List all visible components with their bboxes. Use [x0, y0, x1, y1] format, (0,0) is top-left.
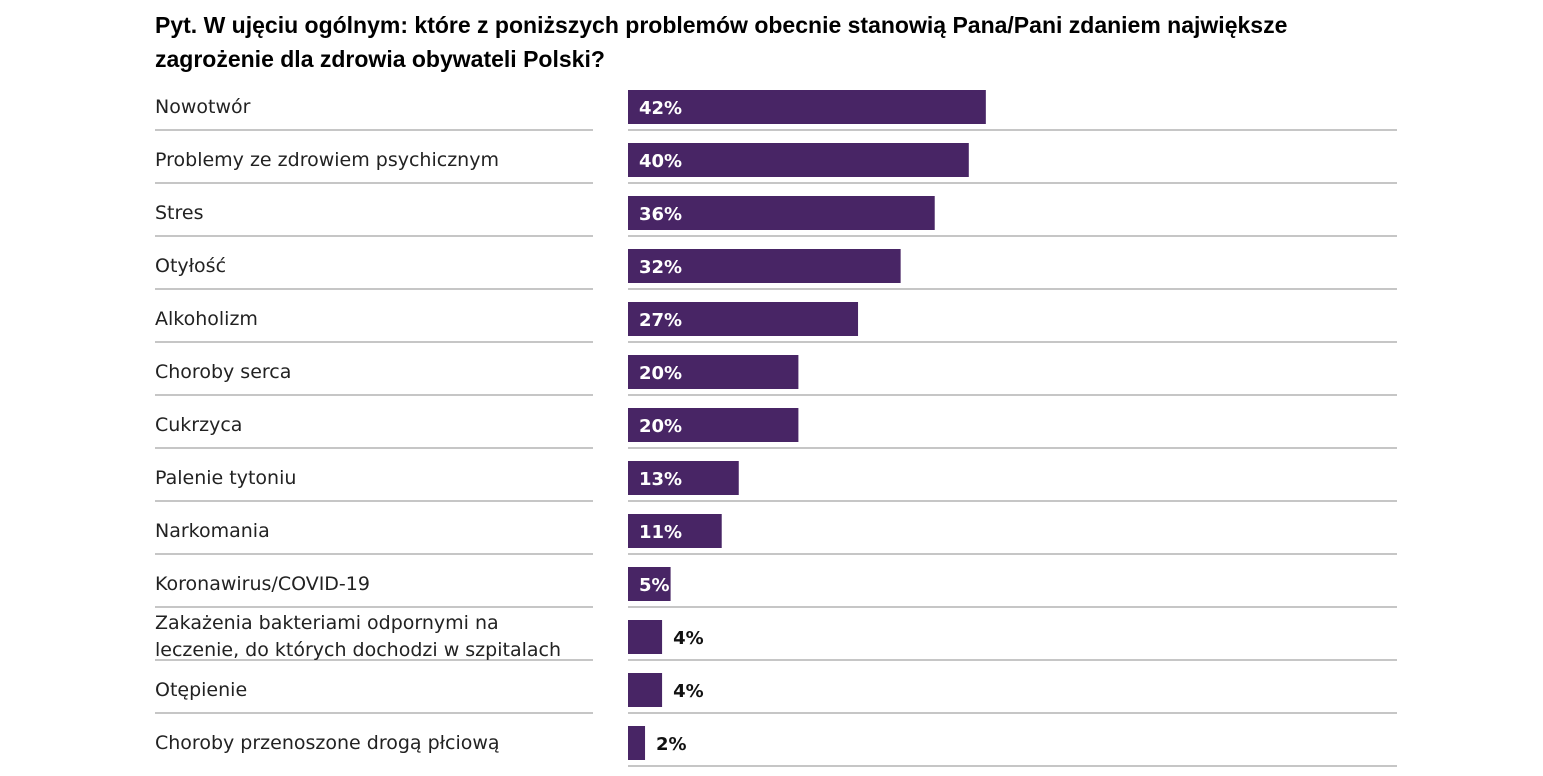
category-label: Nowotwór: [155, 96, 251, 118]
category-label: Alkoholizm: [155, 308, 258, 330]
value-label: 13%: [639, 469, 682, 490]
bar-10: [628, 567, 671, 601]
category-label: Cukrzyca: [155, 414, 242, 436]
bar-11: [628, 620, 663, 654]
category-label: Koronawirus/COVID-19: [155, 573, 370, 595]
value-label: 20%: [639, 363, 682, 384]
bar-8: [628, 461, 739, 495]
bar-9: [628, 514, 722, 548]
category-label: Choroby serca: [155, 361, 291, 383]
value-label: 5%: [639, 575, 670, 596]
category-label: Stres: [155, 202, 204, 224]
value-label: 2%: [656, 734, 687, 755]
value-label: 32%: [639, 257, 682, 278]
value-label: 42%: [639, 98, 682, 119]
category-label: Zakażenia bakteriami odpornymi na leczeni…: [155, 612, 561, 661]
bar-4: [628, 249, 901, 283]
bar-2: [628, 143, 969, 177]
category-label: Problemy ze zdrowiem psychicznym: [155, 149, 499, 171]
bar-7: [628, 408, 799, 442]
value-label: 11%: [639, 522, 682, 543]
value-label: 4%: [673, 681, 704, 702]
value-label: 27%: [639, 310, 682, 331]
value-label: 20%: [639, 416, 682, 437]
category-label: Otyłość: [155, 255, 226, 277]
chart-title: Pyt. W ujęciu ogólnym: które z poniższyc…: [155, 12, 1288, 72]
bar-13: [628, 726, 646, 760]
category-label: Choroby przenoszone drogą płciową: [155, 732, 500, 754]
value-label: 36%: [639, 204, 682, 225]
category-label: Otępienie: [155, 679, 247, 701]
value-label: 40%: [639, 151, 682, 172]
category-label: Narkomania: [155, 520, 270, 542]
bar-1: [628, 90, 986, 124]
bar-12: [628, 673, 663, 707]
bar-6: [628, 355, 799, 389]
category-label: Palenie tytoniu: [155, 467, 296, 489]
bar-3: [628, 196, 935, 230]
bar-5: [628, 302, 859, 336]
value-label: 4%: [673, 628, 704, 649]
